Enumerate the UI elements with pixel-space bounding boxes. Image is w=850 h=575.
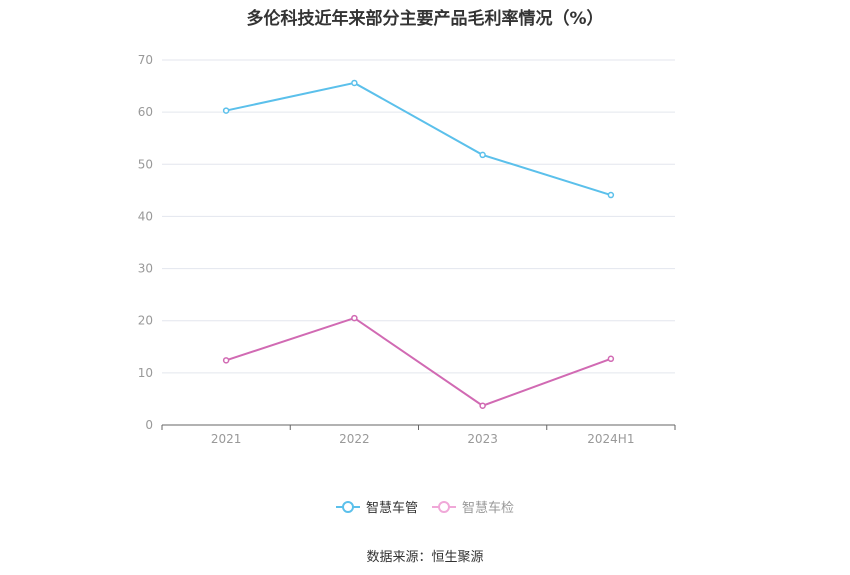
y-tick-label-5: 50 — [138, 157, 153, 171]
y-tick-label-4: 40 — [138, 209, 153, 223]
series-1-point-2[interactable] — [479, 151, 486, 159]
series-1-point-3[interactable] — [607, 191, 615, 199]
series-layer — [222, 79, 615, 409]
data-source-note: 数据来源：恒生聚源 — [366, 550, 484, 565]
x-tick-label-2: 2023 — [467, 432, 498, 446]
legend-item-series-1[interactable]: 智慧车管 — [335, 497, 418, 516]
chart-title: 多伦科技近年来部分主要产品毛利率情况（%） — [246, 9, 604, 29]
series-2-point-2[interactable] — [479, 402, 486, 409]
series-1-line — [225, 81, 612, 197]
series-1-point-1[interactable] — [351, 79, 358, 87]
series-1-point-0[interactable] — [222, 107, 230, 114]
y-tick-label-6: 60 — [138, 105, 153, 119]
legend-marker-series-1-icon — [335, 500, 360, 513]
y-tick-label-1: 10 — [138, 366, 153, 380]
x-axis: 2021 2022 2023 2024H1 — [161, 424, 676, 446]
series-2-point-3[interactable] — [607, 355, 615, 363]
y-tick-label-7: 70 — [138, 53, 153, 67]
legend: 智慧车管 智慧车检 — [0, 497, 850, 516]
x-tick-label-3: 2024H1 — [587, 432, 634, 446]
x-tick-label-1: 2022 — [339, 432, 370, 446]
y-tick-label-3: 30 — [138, 262, 153, 276]
series-2-point-0[interactable] — [222, 357, 230, 364]
series-2-line — [225, 317, 612, 407]
y-tick-label-2: 20 — [138, 314, 153, 328]
y-tick-label-0: 0 — [145, 418, 153, 432]
y-axis-ticks: 0 10 20 30 40 50 60 70 — [138, 53, 153, 432]
legend-marker-series-2-icon — [432, 500, 456, 513]
gridlines — [162, 59, 675, 374]
legend-item-series-2[interactable]: 智慧车检 — [432, 497, 514, 516]
legend-label-series-2: 智慧车检 — [462, 501, 515, 516]
series-2-point-1[interactable] — [351, 314, 358, 322]
x-tick-label-0: 2021 — [211, 432, 242, 446]
legend-label-series-1: 智慧车管 — [365, 501, 418, 516]
